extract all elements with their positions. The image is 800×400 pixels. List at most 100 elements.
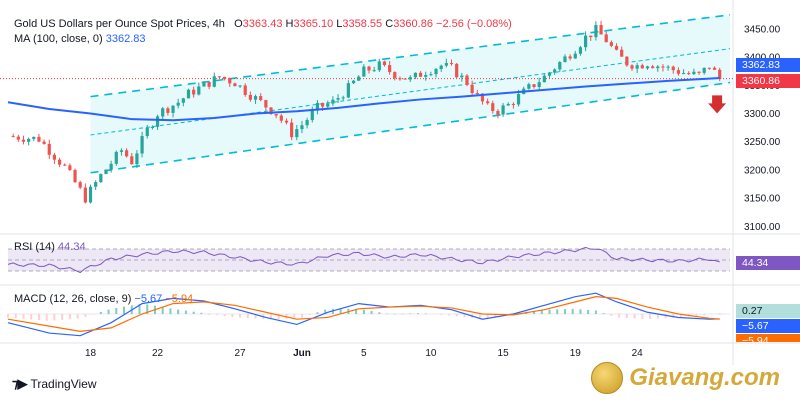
candle-body xyxy=(192,89,196,95)
signal-tag: −5.94 xyxy=(736,334,800,342)
high-value: 3365.10 xyxy=(293,18,334,30)
candle-body xyxy=(130,156,134,165)
candle-body xyxy=(563,56,567,63)
candle-body xyxy=(68,165,72,170)
ma-price-tag: 3362.83 xyxy=(736,58,800,72)
candle-body xyxy=(357,76,361,81)
candle-body xyxy=(527,84,531,89)
macd-legend[interactable]: MACD (12, 26, close, 9) −5.67 −5.94 xyxy=(14,293,193,305)
candle-body xyxy=(73,169,77,183)
ma-label: MA (100, close, 0) xyxy=(14,33,103,45)
candle-body xyxy=(341,97,345,99)
candle-body xyxy=(640,65,644,69)
gold-coin-icon xyxy=(591,362,624,394)
macd-histogram-bar xyxy=(486,314,489,319)
candle-body xyxy=(702,67,706,73)
candle-body xyxy=(393,72,397,79)
rsi-tag: 44.34 xyxy=(736,256,800,270)
macd-histogram-bar xyxy=(115,307,118,314)
candle-body xyxy=(362,66,366,77)
candle-body xyxy=(424,75,428,77)
macd-histogram-bar xyxy=(92,314,95,315)
candle-body xyxy=(712,67,717,70)
macd-histogram-bar xyxy=(602,313,605,314)
candle-body xyxy=(604,34,608,43)
channel-upper-line xyxy=(90,14,731,98)
macd-histogram-bar xyxy=(571,308,574,314)
x-tick-label: Jun xyxy=(293,348,311,359)
candle-body xyxy=(692,71,696,75)
candle-body xyxy=(99,174,103,183)
ma-legend[interactable]: MA (100, close, 0) 3362.83 xyxy=(14,33,145,45)
candle-body xyxy=(315,102,320,111)
candle-body xyxy=(346,83,350,98)
signal-line xyxy=(7,296,720,332)
macd-histogram-bar xyxy=(656,314,659,319)
macd-histogram-bar xyxy=(22,314,25,319)
candle-body xyxy=(21,139,26,142)
candle-body xyxy=(449,63,454,65)
candle-body xyxy=(630,65,634,69)
candle-body xyxy=(16,136,20,140)
last-price-tag: 3360.86 xyxy=(736,74,800,88)
macd-histogram-bar xyxy=(556,309,559,314)
candle-body xyxy=(470,84,474,94)
candle-body xyxy=(614,45,619,50)
channel-lower-line xyxy=(90,81,731,174)
candle-body xyxy=(295,129,299,138)
candle-body xyxy=(284,120,289,123)
rsi-line xyxy=(7,246,720,274)
x-tick-label: 5 xyxy=(361,348,367,359)
candle-body xyxy=(331,99,335,104)
macd-histogram-bar xyxy=(672,314,675,318)
rsi-label: RSI (14) xyxy=(14,241,55,253)
candle-body xyxy=(305,120,309,126)
symbol-title[interactable]: Gold US Dollars per Ounce Spot Prices, 4… xyxy=(14,18,225,30)
macd-histogram-bar xyxy=(99,311,102,314)
candle-body xyxy=(161,108,165,117)
macd-histogram-bar xyxy=(447,314,450,316)
candle-body xyxy=(171,105,175,113)
candle-body xyxy=(78,182,82,188)
candle-body xyxy=(480,93,485,102)
macd-histogram-bar xyxy=(68,314,71,320)
candle-body xyxy=(223,76,227,79)
candle-body xyxy=(32,136,36,139)
x-tick-label: 22 xyxy=(152,348,164,359)
macd-histogram-bar xyxy=(664,314,667,319)
macd-label: MACD (12, 26, close, 9) xyxy=(14,293,132,305)
macd-histogram-bar xyxy=(540,309,543,314)
x-tick-label: 15 xyxy=(498,348,510,359)
candle-body xyxy=(279,115,283,121)
candle-body xyxy=(155,116,160,127)
candle-body xyxy=(63,164,67,166)
rsi-legend[interactable]: RSI (14) 44.34 xyxy=(14,241,86,253)
rsi-legend-value: 44.34 xyxy=(58,241,86,253)
candle-body xyxy=(104,169,108,175)
macd-histogram-bar xyxy=(710,314,713,315)
candle-body xyxy=(186,89,191,99)
x-tick-label: 18 xyxy=(85,348,97,359)
candle-body xyxy=(398,78,402,80)
macd-histogram-bar xyxy=(339,308,342,314)
macd-histogram-bar xyxy=(169,308,172,314)
candle-body xyxy=(135,153,139,165)
macd-histogram-bar xyxy=(455,314,458,317)
macd-histogram-bar xyxy=(200,312,203,314)
open-value: 3363.43 xyxy=(242,18,283,30)
candle-body xyxy=(645,66,650,69)
candle-body xyxy=(264,100,268,108)
macd-histogram-bar xyxy=(223,314,226,317)
tradingview-brand[interactable]: ⁊▶ TradingView xyxy=(12,376,97,392)
low-value: 3358.55 xyxy=(342,18,383,30)
macd-histogram-bar xyxy=(308,314,311,315)
close-label: C xyxy=(385,18,394,30)
macd-histogram-bar xyxy=(517,312,520,314)
macd-histogram-bar xyxy=(184,310,187,314)
macd-histogram-bar xyxy=(424,313,427,315)
chart-header: Gold US Dollars per Ounce Spot Prices, 4… xyxy=(14,18,512,30)
candle-body xyxy=(465,75,469,85)
macd-histogram-bar xyxy=(324,309,327,314)
candle-body xyxy=(367,66,371,71)
candle-body xyxy=(320,102,325,107)
